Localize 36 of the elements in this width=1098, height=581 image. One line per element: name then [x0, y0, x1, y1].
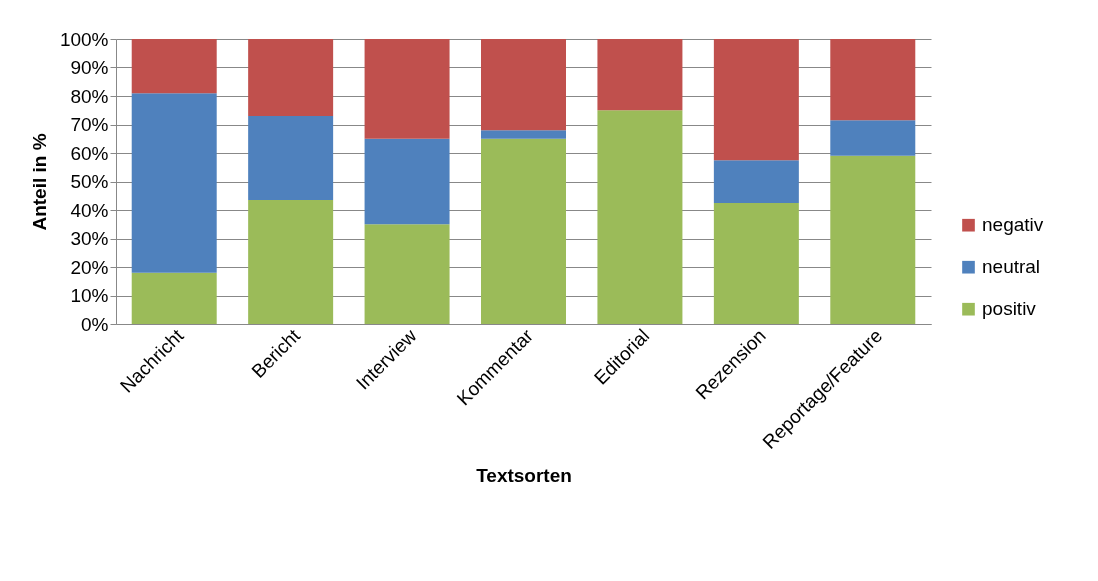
- y-tick-label: 0%: [81, 313, 109, 335]
- legend-label: neutral: [982, 256, 1041, 278]
- y-tick-label: 100%: [59, 28, 109, 50]
- bar: [131, 272, 217, 324]
- bar: [481, 138, 566, 324]
- bar: [364, 224, 450, 324]
- bar: [713, 160, 799, 203]
- y-tick-label: 20%: [70, 256, 109, 278]
- y-tick-label: 40%: [70, 199, 109, 221]
- bar: [830, 155, 916, 324]
- bar: [248, 200, 334, 324]
- y-tick-label: 80%: [70, 85, 109, 107]
- x-axis-title: Textsorten: [476, 464, 572, 486]
- y-tick-label: 10%: [70, 285, 109, 306]
- bar: [597, 39, 683, 111]
- bar: [713, 39, 799, 161]
- bar: [364, 39, 450, 139]
- y-tick-label: 30%: [70, 228, 109, 249]
- bar: [481, 130, 566, 139]
- bar: [248, 39, 334, 116]
- bar: [364, 138, 450, 225]
- legend-label: positiv: [982, 298, 1037, 320]
- y-tick-label: 50%: [70, 171, 109, 192]
- bar: [713, 202, 799, 324]
- bar: [830, 39, 916, 121]
- bar: [830, 120, 916, 156]
- bar: [131, 93, 217, 273]
- bar: [481, 39, 566, 131]
- bar: [131, 39, 217, 94]
- legend-label: negativ: [982, 214, 1044, 236]
- y-tick-label: 60%: [70, 142, 109, 164]
- y-tick-label: 90%: [70, 57, 109, 78]
- bar: [248, 115, 334, 201]
- bar: [597, 110, 683, 324]
- y-tick-label: 70%: [70, 114, 109, 135]
- y-axis-title: Anteil in %: [28, 133, 50, 231]
